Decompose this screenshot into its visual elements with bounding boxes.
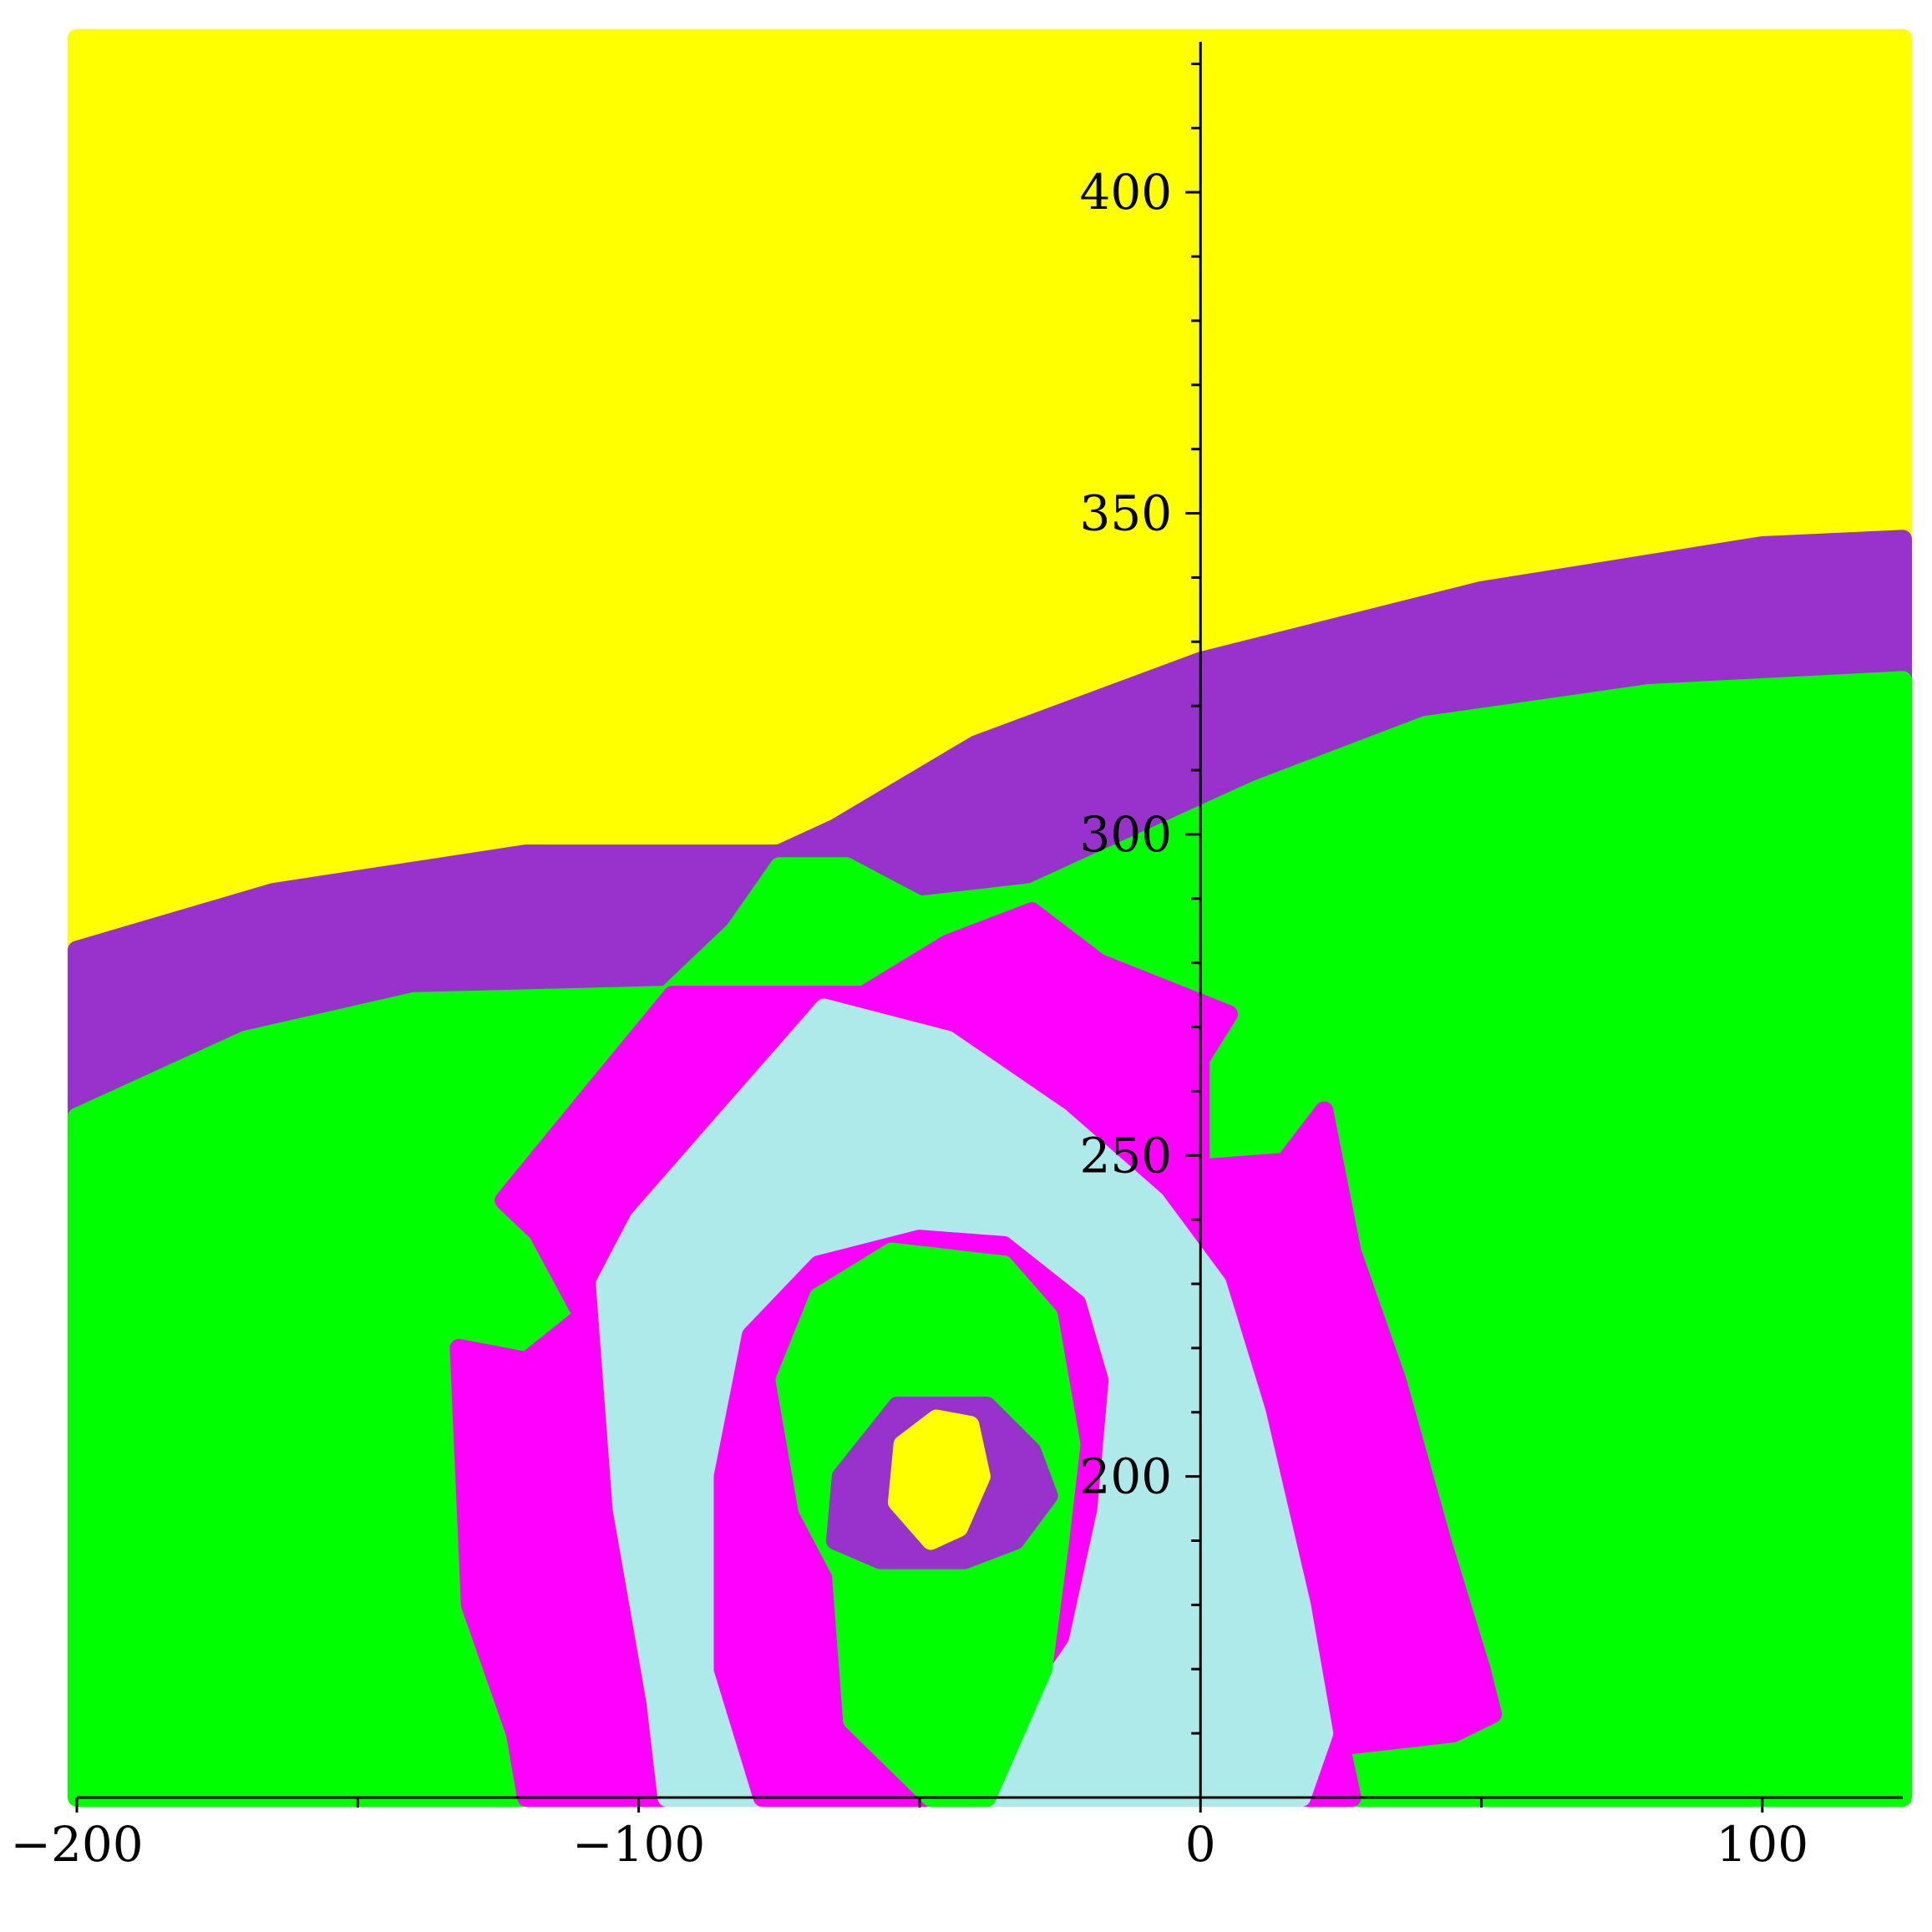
y-tick-label: 200 <box>1080 1448 1173 1505</box>
tick-labels: −200 −100 0 100 200 250 300 350 400 <box>10 164 1808 1873</box>
x-tick-label: −100 <box>572 1816 705 1873</box>
region-layer <box>68 28 1912 1807</box>
y-tick-label: 350 <box>1080 485 1173 542</box>
x-tick-label: −200 <box>10 1816 143 1873</box>
region-yellow <box>888 1409 991 1550</box>
y-tick-label: 400 <box>1080 164 1173 221</box>
y-tick-label: 300 <box>1080 806 1173 863</box>
x-tick-label: 100 <box>1716 1816 1808 1873</box>
y-tick-label: 250 <box>1080 1127 1173 1184</box>
tick-marks <box>75 62 1764 1813</box>
x-tick-label: 0 <box>1185 1816 1216 1873</box>
axes: −200 −100 0 100 200 250 300 350 400 <box>10 42 1903 1873</box>
